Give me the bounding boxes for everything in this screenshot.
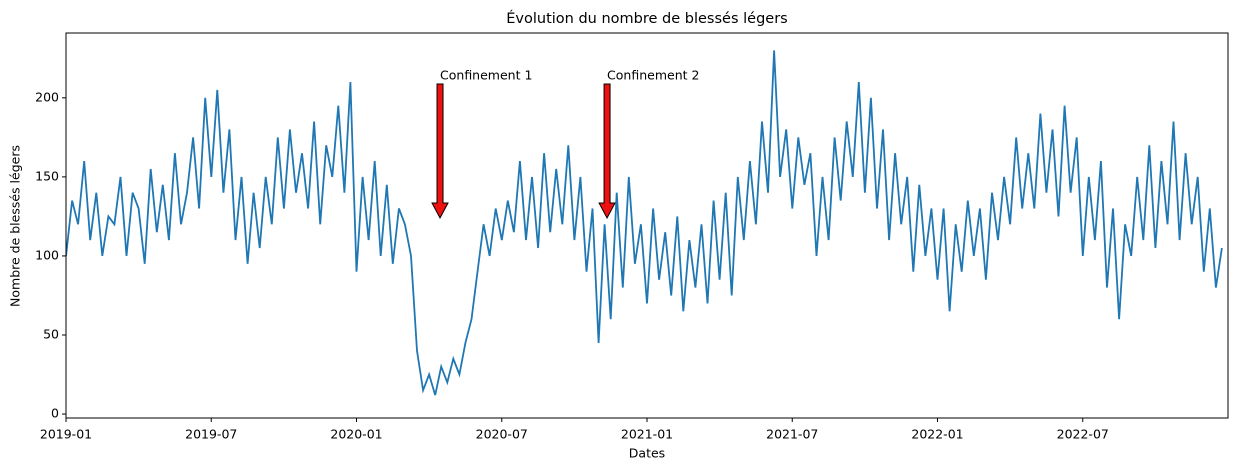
x-tick-label: 2021-01 <box>621 427 673 442</box>
x-tick-label: 2022-01 <box>911 427 963 442</box>
plot-frame <box>65 32 1229 419</box>
annotation-text: Confinement 2 <box>607 68 699 83</box>
y-tick-label: 200 <box>35 89 59 104</box>
line-series <box>66 50 1223 396</box>
chart-title: Évolution du nombre de blessés légers <box>506 10 787 27</box>
x-tick-label: 2020-07 <box>476 427 528 442</box>
y-tick-label: 150 <box>35 168 59 183</box>
x-tick-label: 2019-07 <box>185 427 237 442</box>
x-tick-label: 2022-07 <box>1057 427 1109 442</box>
annotation-arrow <box>598 83 616 220</box>
y-tick-label: 0 <box>51 406 59 421</box>
x-tick-label: 2020-01 <box>330 427 382 442</box>
annotation-arrow <box>431 83 449 220</box>
x-tick-label: 2019-01 <box>40 427 92 442</box>
x-axis-label: Dates <box>629 446 665 461</box>
y-tick-label: 50 <box>43 326 59 341</box>
y-tick-label: 100 <box>35 247 59 262</box>
x-tick-label: 2021-07 <box>766 427 818 442</box>
y-axis-label: Nombre de blessés légers <box>8 145 23 307</box>
annotation-text: Confinement 1 <box>440 68 532 83</box>
